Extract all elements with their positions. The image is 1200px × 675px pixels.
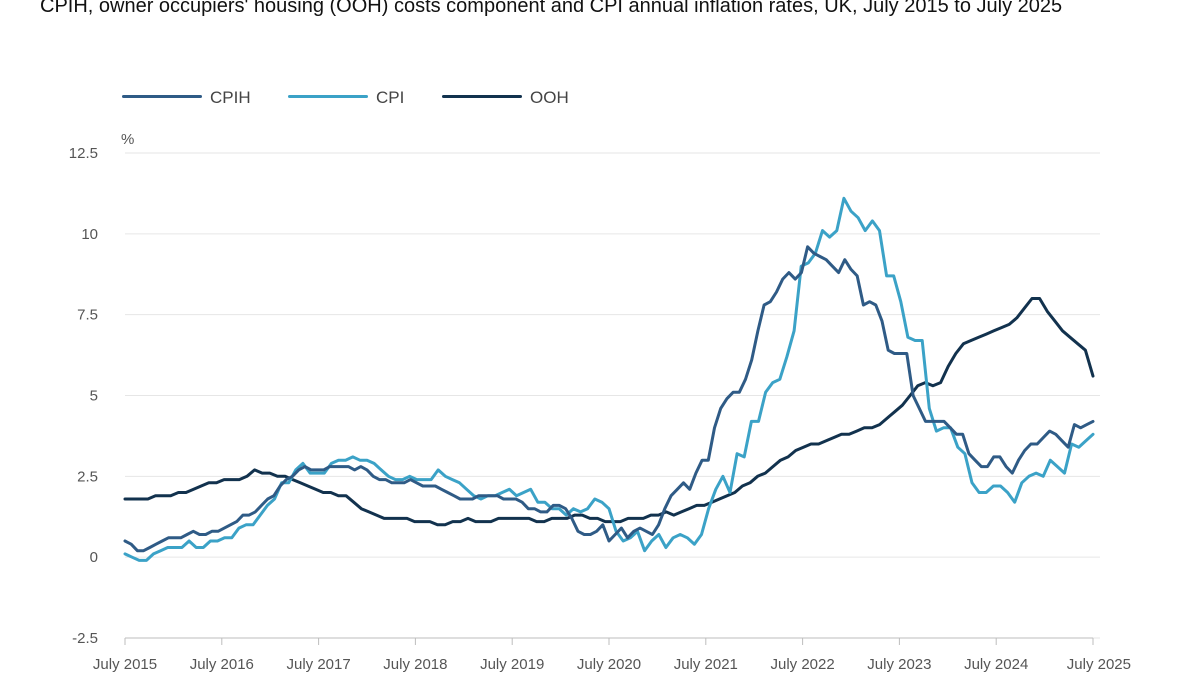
x-tick-label: July 2015 — [93, 656, 157, 673]
y-tick-label: 0 — [90, 549, 98, 566]
x-tick-label: July 2021 — [674, 656, 738, 673]
legend-swatch-ooh — [442, 95, 522, 99]
legend-swatch-cpih — [122, 95, 202, 99]
y-axis-ticks: -2.5 0 2.5 5 7.5 10 12.5 — [69, 145, 98, 647]
series-line-cpih[interactable] — [123, 245, 1095, 553]
x-tick-label: July 2018 — [383, 656, 447, 673]
x-tick-label: July 2016 — [190, 656, 254, 673]
series-line-cpi[interactable] — [123, 196, 1095, 562]
legend-label-cpih: CPIH — [210, 88, 251, 107]
y-axis-unit-label: % — [121, 131, 135, 148]
x-tick-label: July 2017 — [286, 656, 350, 673]
legend-swatch-cpi — [288, 95, 368, 99]
legend-label-cpi: CPI — [376, 88, 405, 107]
series-line-ooh[interactable] — [123, 297, 1095, 527]
x-tick-label: July 2024 — [964, 656, 1028, 673]
x-tick-label: July 2020 — [577, 656, 641, 673]
chart-title: CPIH, owner occupiers' housing (OOH) cos… — [40, 0, 1063, 17]
gridlines — [125, 152, 1100, 639]
x-axis: July 2015 July 2016 July 2017 July 2018 July… — [93, 637, 1131, 673]
series-lines — [123, 196, 1095, 562]
legend-label-ooh: OOH — [530, 88, 569, 107]
y-tick-label: 12.5 — [69, 145, 98, 162]
x-tick-label: July 2023 — [867, 656, 931, 673]
x-tick-label: July 2019 — [480, 656, 544, 673]
y-tick-label: 5 — [90, 388, 98, 405]
y-tick-label: -2.5 — [72, 630, 98, 647]
legend-item-cpi[interactable]: CPI — [288, 88, 404, 108]
y-tick-label: 7.5 — [77, 307, 98, 324]
x-tick-label: July 2025 — [1067, 656, 1131, 673]
legend-item-cpih[interactable]: CPIH — [122, 88, 251, 108]
y-tick-label: 10 — [81, 226, 98, 243]
x-tick-label: July 2022 — [770, 656, 834, 673]
legend-item-ooh[interactable]: OOH — [442, 88, 569, 108]
y-tick-label: 2.5 — [77, 468, 98, 485]
